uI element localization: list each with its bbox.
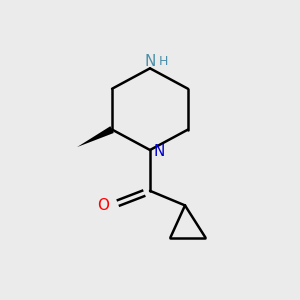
Text: N: N (144, 53, 156, 68)
Text: O: O (97, 198, 109, 213)
Text: H: H (158, 55, 168, 68)
Text: N: N (153, 144, 164, 159)
Polygon shape (77, 126, 114, 147)
